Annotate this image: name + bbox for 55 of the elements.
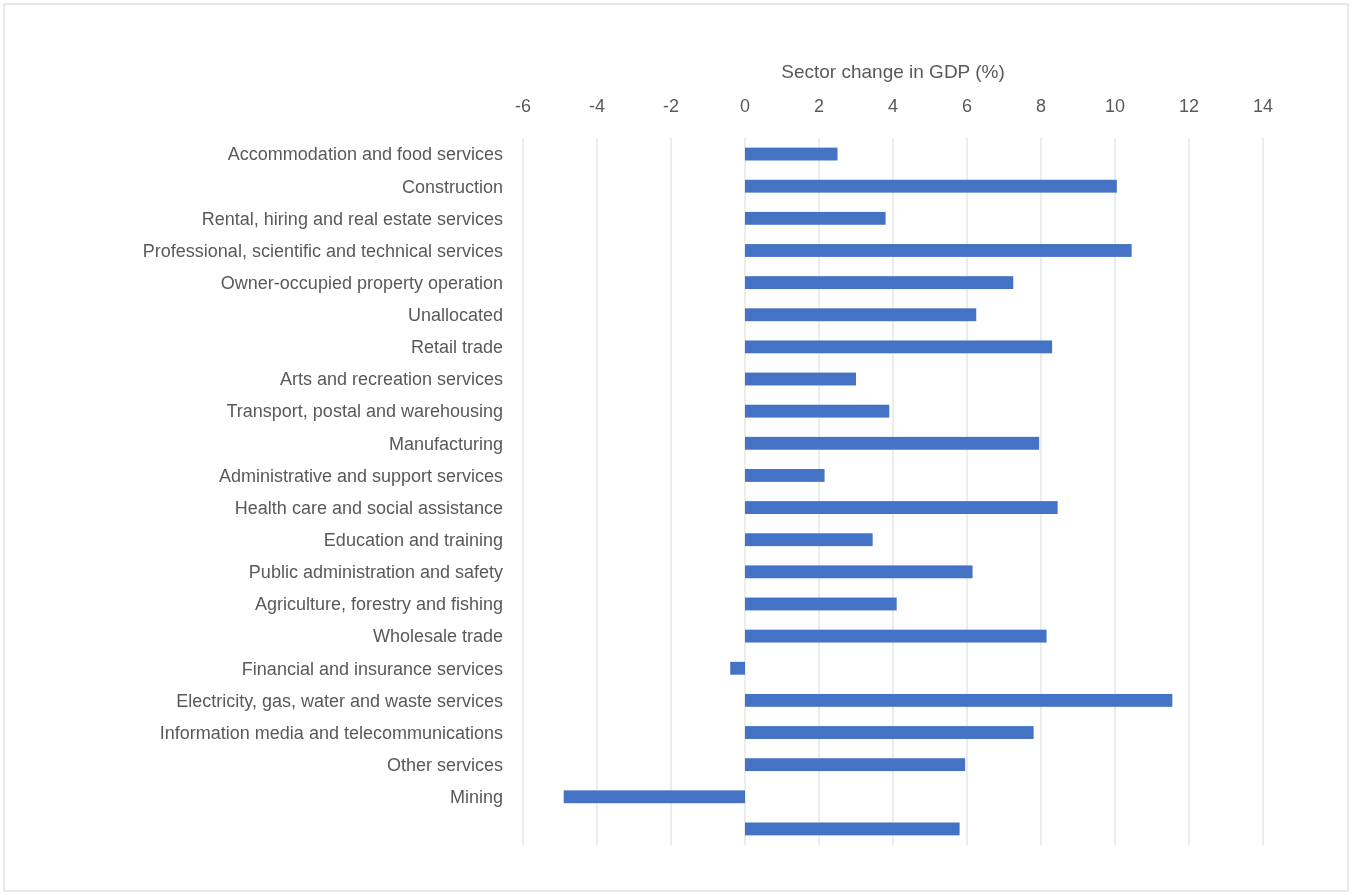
y-tick-label: Owner-occupied property operation: [220, 272, 503, 293]
y-tick-label: Information media and telecommunications: [159, 722, 503, 743]
x-tick-label: 4: [887, 96, 899, 116]
y-tick-label: Public administration and safety: [248, 562, 503, 583]
y-tick-label: Arts and recreation services: [279, 369, 503, 390]
x-axis-title: Sector change in GDP (%): [781, 61, 1005, 82]
bar: [745, 436, 1040, 450]
y-tick-label: Electricity, gas, water and waste services: [176, 690, 503, 711]
bar: [745, 597, 897, 611]
y-tick-label: Agriculture, forestry and fishing: [254, 594, 503, 615]
bar: [563, 790, 745, 804]
bar: [745, 308, 977, 322]
y-tick-label: Rental, hiring and real estate services: [201, 208, 503, 229]
bar: [745, 147, 838, 161]
y-tick-label: Manufacturing: [388, 433, 503, 454]
y-tick-label: Retail trade: [410, 337, 503, 358]
bar: [745, 179, 1117, 193]
x-tick-label: 10: [1104, 96, 1126, 116]
bar: [745, 822, 960, 836]
y-tick-label: Transport, postal and warehousing: [226, 401, 503, 422]
bar: [745, 404, 890, 418]
x-tick-label: 6: [961, 96, 973, 116]
y-tick-label: Wholesale trade: [372, 626, 503, 647]
y-tick-label: Financial and insurance services: [241, 658, 503, 679]
bar: [745, 501, 1058, 514]
x-tick-label: 14: [1252, 96, 1274, 116]
y-tick-label: Health care and social assistance: [234, 497, 503, 518]
x-tick-label: 0: [739, 96, 751, 116]
bar: [730, 661, 745, 675]
y-tick-label: Administrative and support services: [218, 465, 503, 486]
bar: [745, 533, 873, 547]
bar: [745, 469, 825, 482]
bar: [745, 276, 1014, 290]
x-tick-label: 8: [1035, 96, 1047, 116]
y-tick-label: Mining: [449, 787, 503, 808]
bar: [745, 565, 973, 579]
x-tick-label: -2: [662, 96, 680, 116]
x-tick-label: -6: [514, 96, 532, 116]
bar: [745, 372, 856, 386]
y-tick-label: Other services: [386, 754, 503, 775]
bar: [745, 693, 1173, 707]
y-tick-label: Unallocated: [407, 305, 503, 326]
y-tick-label: Construction: [401, 176, 503, 197]
bar: [745, 758, 966, 772]
x-tick-label: 2: [813, 96, 825, 116]
bar: [745, 340, 1053, 354]
y-tick-label: Professional, scientific and technical services: [142, 240, 503, 261]
y-tick-label: Accommodation and food services: [227, 144, 503, 165]
y-tick-label: Education and training: [323, 530, 503, 550]
bar: [745, 244, 1132, 257]
bar: [745, 211, 886, 225]
x-tick-label: -4: [588, 96, 606, 116]
bar: [745, 726, 1034, 739]
x-tick-label: 12: [1178, 96, 1200, 116]
bar: [745, 629, 1047, 643]
